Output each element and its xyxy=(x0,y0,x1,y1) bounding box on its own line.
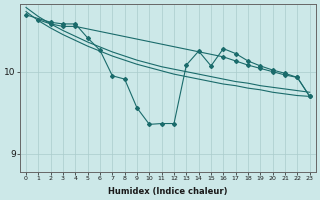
X-axis label: Humidex (Indice chaleur): Humidex (Indice chaleur) xyxy=(108,187,228,196)
